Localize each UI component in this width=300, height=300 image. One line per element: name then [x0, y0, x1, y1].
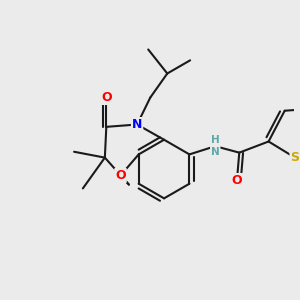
Text: O: O: [115, 169, 126, 182]
Text: N: N: [132, 118, 142, 131]
Text: O: O: [232, 174, 242, 187]
Text: S: S: [290, 151, 299, 164]
Text: H
N: H N: [211, 135, 220, 157]
Text: O: O: [101, 91, 112, 104]
